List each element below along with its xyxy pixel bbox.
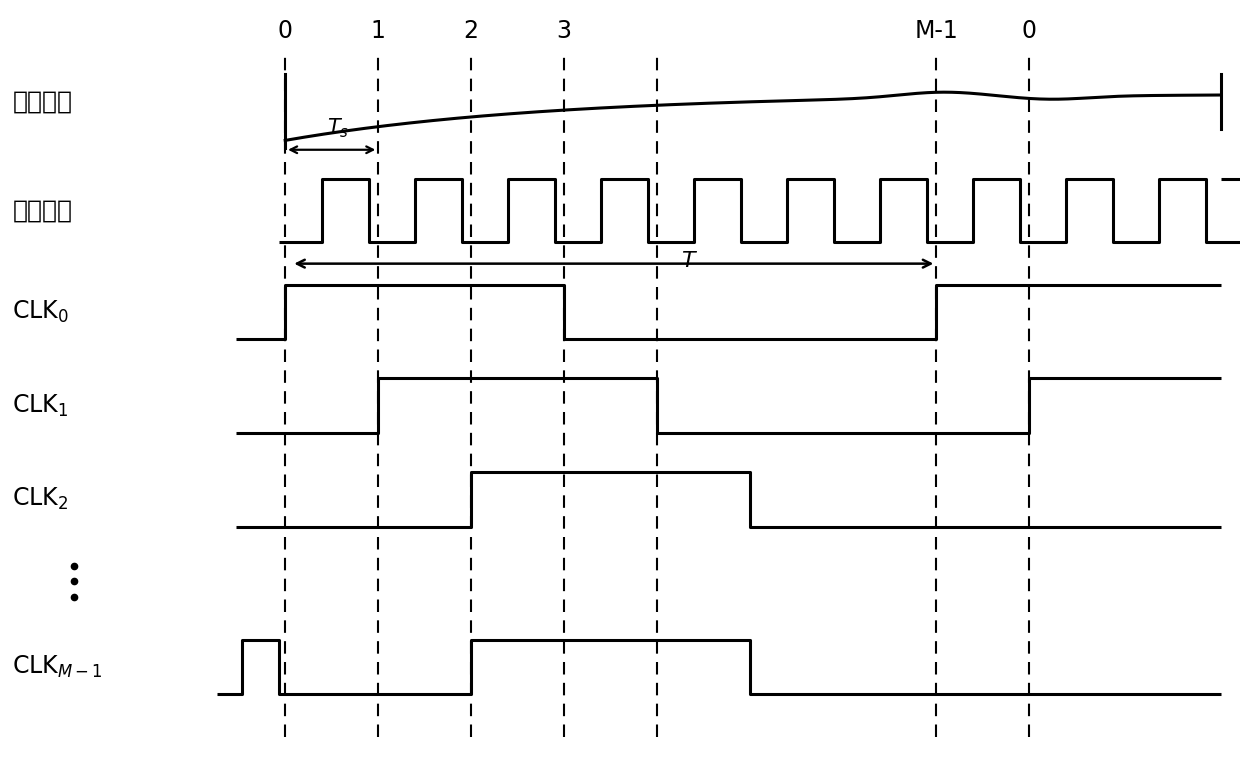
Text: M-1: M-1 [914, 20, 959, 43]
Text: 模拟信号: 模拟信号 [12, 90, 72, 113]
Text: $T_s$: $T_s$ [327, 116, 348, 140]
Text: 3: 3 [557, 20, 572, 43]
Text: 2: 2 [464, 20, 479, 43]
Text: CLK$_0$: CLK$_0$ [12, 299, 69, 325]
Text: CLK$_2$: CLK$_2$ [12, 486, 68, 512]
Text: 0: 0 [1022, 20, 1037, 43]
Text: 0: 0 [278, 20, 293, 43]
Text: CLK$_1$: CLK$_1$ [12, 392, 68, 419]
Text: 系统时钟: 系统时钟 [12, 199, 72, 222]
Text: CLK$_{M-1}$: CLK$_{M-1}$ [12, 654, 103, 680]
Text: T: T [682, 250, 694, 271]
Text: 1: 1 [371, 20, 386, 43]
